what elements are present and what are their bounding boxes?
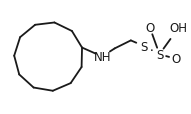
- Text: OH: OH: [170, 22, 188, 35]
- Text: S: S: [156, 48, 163, 61]
- Text: O: O: [171, 53, 180, 66]
- Text: NH: NH: [93, 51, 111, 63]
- Text: S: S: [141, 40, 148, 53]
- Text: O: O: [145, 22, 155, 35]
